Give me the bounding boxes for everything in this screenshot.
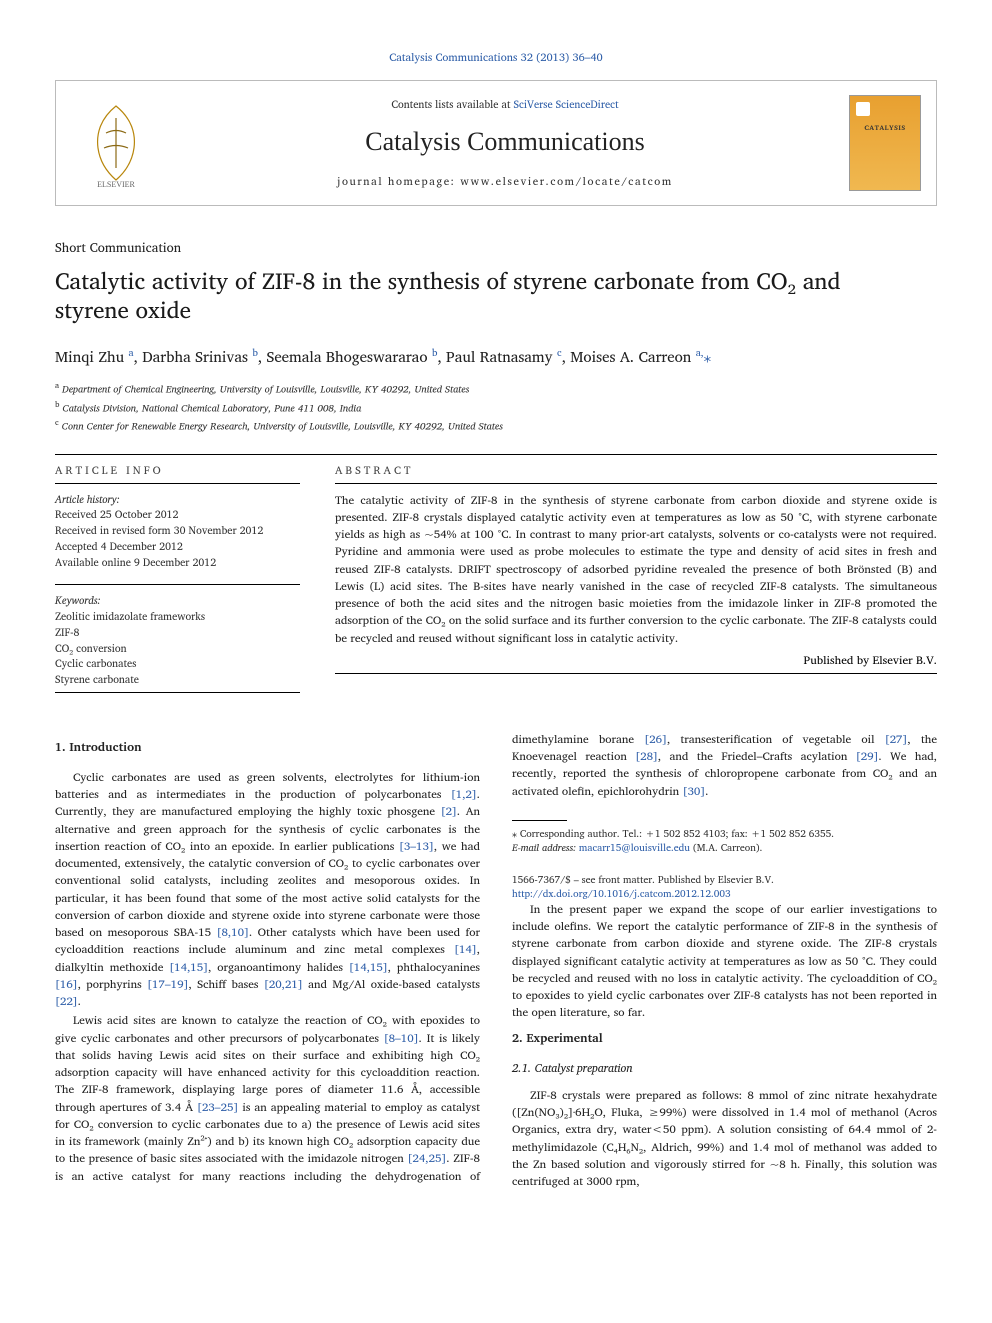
authors-list: Minqi Zhu a, Darbha Srinivas b, Seemala … <box>55 346 937 367</box>
body-paragraph: ZIF-8 crystals were prepared as follows:… <box>512 1087 937 1191</box>
body-paragraph: In the present paper we expand the scope… <box>512 901 937 1022</box>
body-paragraph: Cyclic carbonates are used as green solv… <box>55 769 480 1011</box>
contents-prefix: Contents lists available at <box>391 95 513 113</box>
title-line-2: styrene oxide <box>55 291 191 329</box>
email-label: E-mail address: <box>512 840 579 856</box>
abstract-text: The catalytic activity of ZIF-8 in the s… <box>335 492 937 647</box>
abstract-head: ABSTRACT <box>335 463 937 478</box>
publisher-line: Published by Elsevier B.V. <box>335 653 937 669</box>
affiliations: a Department of Chemical Engineering, Un… <box>55 379 937 434</box>
email-suffix: (M.A. Carreon). <box>690 840 762 856</box>
issn-line: 1566-7367/$ – see front matter. Publishe… <box>512 873 937 887</box>
journal-header: ELSEVIER Contents lists available at Sci… <box>55 80 937 206</box>
info-abstract-row: ARTICLE INFO Article history: Received 2… <box>55 463 937 701</box>
corr-author-line: ⁎ Corresponding author. Tel.: +1 502 852… <box>512 827 937 841</box>
affiliation-b: b Catalysis Division, National Chemical … <box>55 398 937 416</box>
history-online: Available online 9 December 2012 <box>55 555 300 571</box>
keyword: Zeolitic imidazolate frameworks <box>55 609 300 625</box>
affiliation-a: a Department of Chemical Engineering, Un… <box>55 379 937 397</box>
corr-email-link[interactable]: macarr15@louisville.edu <box>579 840 690 856</box>
divider <box>55 454 937 455</box>
journal-cover-thumb <box>849 95 921 191</box>
sciencedirect-link[interactable]: SciVerse ScienceDirect <box>513 95 618 113</box>
affiliation-c: c Conn Center for Renewable Energy Resea… <box>55 416 937 434</box>
article-info-head: ARTICLE INFO <box>55 463 300 478</box>
article-title: Catalytic activity of ZIF-8 in the synth… <box>55 267 937 327</box>
abstract-col: ABSTRACT The catalytic activity of ZIF-8… <box>335 463 937 701</box>
header-center: Contents lists available at SciVerse Sci… <box>161 97 849 189</box>
footnote-separator <box>512 820 567 821</box>
section-1-title: 1. Introduction <box>55 739 480 757</box>
body-columns: 1. Introduction Cyclic carbonates are us… <box>55 731 937 1191</box>
article-history: Article history: Received 25 October 201… <box>55 492 300 571</box>
corresponding-author-footnote: ⁎ Corresponding author. Tel.: +1 502 852… <box>512 827 937 855</box>
journal-citation[interactable]: Catalysis Communications 32 (2013) 36–40 <box>55 50 937 65</box>
article-type: Short Communication <box>55 238 937 256</box>
bottom-info: 1566-7367/$ – see front matter. Publishe… <box>512 873 937 901</box>
corr-email-line: E-mail address: macarr15@louisville.edu … <box>512 841 937 855</box>
keywords: Keywords: Zeolitic imidazolate framework… <box>55 593 300 688</box>
keyword: Styrene carbonate <box>55 672 300 688</box>
contents-line: Contents lists available at SciVerse Sci… <box>161 97 849 112</box>
section-2-title: 2. Experimental <box>512 1030 937 1048</box>
article-info-col: ARTICLE INFO Article history: Received 2… <box>55 463 300 701</box>
svg-text:ELSEVIER: ELSEVIER <box>97 180 135 188</box>
elsevier-logo: ELSEVIER <box>71 93 161 193</box>
section-2-1-title: 2.1. Catalyst preparation <box>512 1060 937 1077</box>
journal-name: Catalysis Communications <box>161 124 849 160</box>
journal-homepage: journal homepage: www.elsevier.com/locat… <box>161 174 849 189</box>
